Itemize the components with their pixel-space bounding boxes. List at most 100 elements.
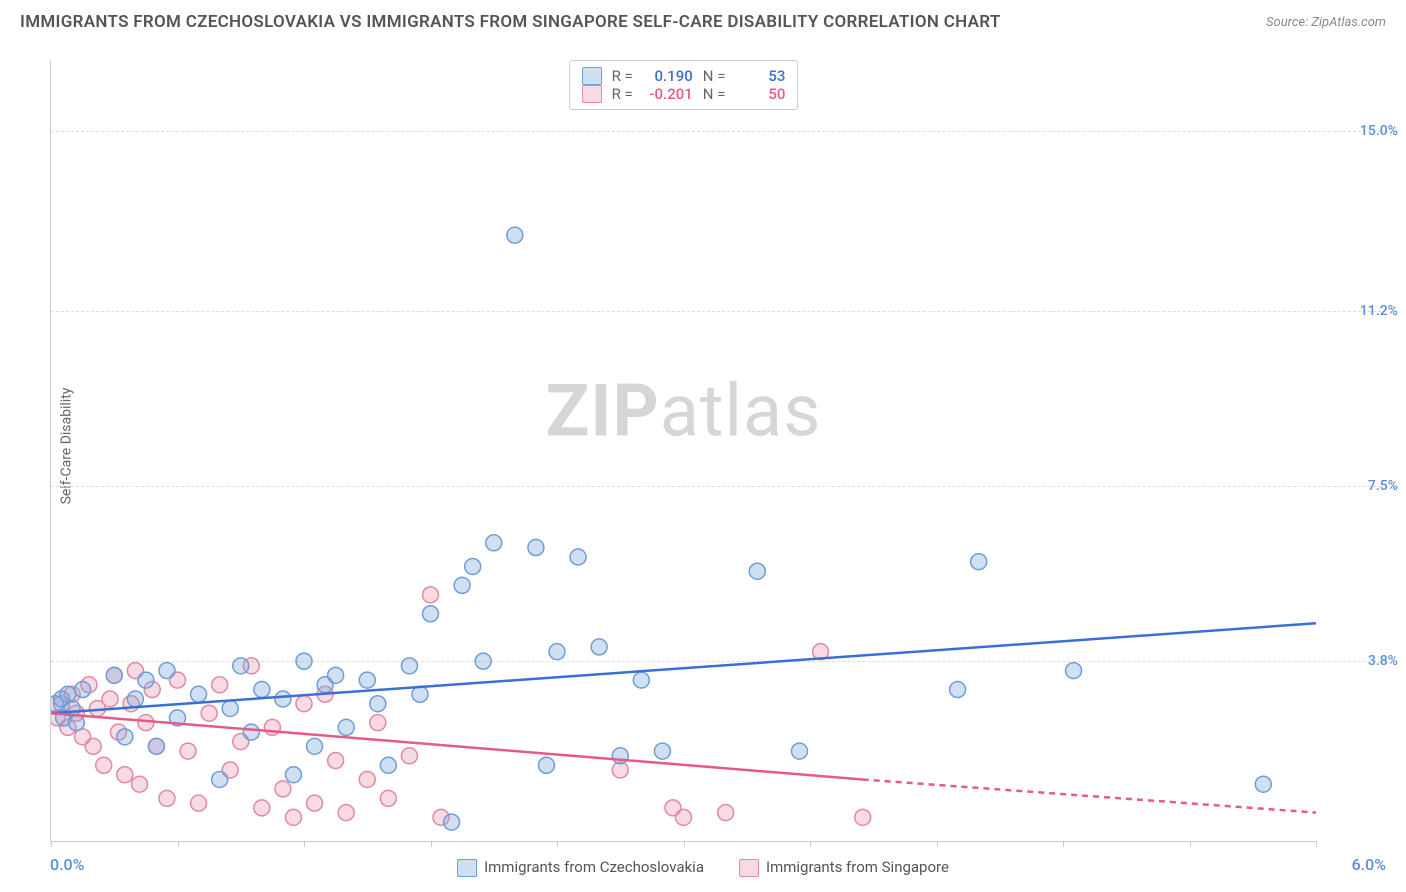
scatter-point [138,715,154,731]
x-tick [810,841,811,847]
scatter-point [68,715,84,731]
scatter-point [106,667,122,683]
scatter-svg [51,60,1316,841]
y-tick-label: 3.8% [1368,653,1398,669]
scatter-point [359,672,375,688]
x-tick [557,841,558,847]
plot-area: ZIPatlas R = 0.190 N = 53 R = -0.201 N =… [50,60,1316,842]
bottom-legend: Immigrants from Czechoslovakia Immigrant… [457,858,949,877]
scatter-point [285,767,301,783]
trend-line [863,779,1316,812]
scatter-point [654,743,670,759]
stats-r-label-b: R = [612,85,633,103]
scatter-point [791,743,807,759]
scatter-point [549,644,565,660]
x-tick [937,841,938,847]
x-tick [1063,841,1064,847]
scatter-point [380,790,396,806]
scatter-point [96,757,112,773]
scatter-point [444,814,460,830]
scatter-point [201,705,217,721]
scatter-point [370,715,386,731]
scatter-point [454,577,470,593]
scatter-point [528,540,544,556]
stats-n-value-a: 53 [735,67,785,85]
scatter-point [507,227,523,243]
x-tick [304,841,305,847]
scatter-point [359,771,375,787]
stats-r-value-b: -0.201 [643,85,693,103]
scatter-point [338,805,354,821]
scatter-point [102,691,118,707]
trend-line [51,713,863,779]
scatter-point [676,809,692,825]
x-tick [1190,841,1191,847]
scatter-point [718,805,734,821]
scatter-point [1066,663,1082,679]
scatter-point [465,558,481,574]
scatter-point [412,686,428,702]
scatter-point [212,677,228,693]
scatter-point [401,658,417,674]
scatter-point [254,682,270,698]
scatter-point [475,653,491,669]
scatter-point [328,753,344,769]
scatter-point [328,667,344,683]
correlation-stats-box: R = 0.190 N = 53 R = -0.201 N = 50 [569,60,799,110]
stats-r-label-a: R = [612,67,633,85]
stats-n-value-b: 50 [735,85,785,103]
scatter-point [307,795,323,811]
scatter-point [370,696,386,712]
legend-entry-b: Immigrants from Singapore [739,858,949,877]
chart-title: IMMIGRANTS FROM CZECHOSLOVAKIA VS IMMIGR… [20,12,1001,32]
source-attribution: Source: ZipAtlas.com [1266,15,1386,30]
x-tick [51,841,52,847]
scatter-point [570,549,586,565]
scatter-point [296,696,312,712]
scatter-point [950,682,966,698]
x-tick [178,841,179,847]
stats-n-label-b: N = [703,85,726,103]
scatter-point [307,738,323,754]
scatter-point [117,729,133,745]
scatter-point [117,767,133,783]
legend-entry-a: Immigrants from Czechoslovakia [457,858,704,877]
scatter-point [633,672,649,688]
scatter-point [380,757,396,773]
scatter-point [285,809,301,825]
scatter-point [612,748,628,764]
scatter-point [275,781,291,797]
stats-swatch-b [582,85,602,103]
scatter-point [159,663,175,679]
scatter-point [75,682,91,698]
scatter-point [538,757,554,773]
scatter-point [254,800,270,816]
scatter-point [855,809,871,825]
scatter-point [423,606,439,622]
stats-n-label-a: N = [703,67,726,85]
scatter-point [971,554,987,570]
scatter-point [191,795,207,811]
y-tick-label: 7.5% [1368,478,1398,494]
scatter-point [401,748,417,764]
stats-row-a: R = 0.190 N = 53 [582,67,786,85]
stats-swatch-a [582,67,602,85]
x-tick [1316,841,1317,847]
scatter-point [85,738,101,754]
scatter-point [264,719,280,735]
scatter-point [296,653,312,669]
y-tick-label: 15.0% [1360,123,1398,139]
scatter-point [159,790,175,806]
scatter-point [233,658,249,674]
scatter-point [191,686,207,702]
scatter-point [127,691,143,707]
x-axis-max-label: 6.0% [1352,855,1386,874]
stats-row-b: R = -0.201 N = 50 [582,85,786,103]
scatter-point [212,771,228,787]
scatter-point [180,743,196,759]
legend-swatch-b [739,859,759,877]
scatter-point [1255,776,1271,792]
scatter-point [222,700,238,716]
scatter-point [591,639,607,655]
y-tick-label: 11.2% [1360,303,1398,319]
